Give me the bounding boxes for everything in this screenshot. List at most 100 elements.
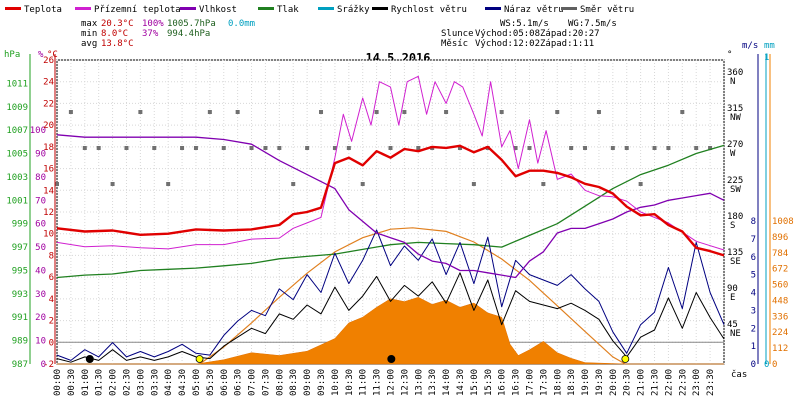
legend-label: Náraz větru (504, 5, 564, 15)
x-tick-label: 07:00 (248, 369, 258, 396)
hpa-tick-label: 995 (12, 266, 28, 276)
x-tick-label: 11:30 (373, 369, 383, 396)
legend: Teplota Přízemní teplota Vlhkost Tlak Srážky… (5, 5, 634, 15)
solar-tick-label: 336 (772, 312, 788, 322)
wind-direction-point (541, 182, 546, 186)
x-tick-label: 20:00 (609, 369, 619, 396)
pct-tick-label: 30 (35, 290, 46, 300)
dir-axis-label: ° (727, 50, 732, 60)
x-tick-label: 06:00 (220, 369, 230, 396)
axes: hPa% °C9879899919939959979991001100310051… (4, 41, 794, 396)
x-tick-label: 22:30 (678, 369, 688, 396)
dir-tick-label: 225 (727, 176, 743, 186)
ms-axis-label: m/s (742, 41, 758, 51)
x-tick-label: 13:00 (414, 369, 424, 396)
x-tick-label: 21:30 (651, 369, 661, 396)
wind-direction-point (610, 146, 615, 150)
moonrise-marker (387, 355, 396, 363)
ms-tick-label: 7 (751, 235, 756, 245)
x-tick-label: 00:00 (53, 369, 63, 396)
pct-tick-label: 70 (35, 196, 46, 206)
wind-direction-point (596, 110, 601, 114)
legend-label: Rychlost větru (391, 5, 467, 15)
wind-direction-point (166, 182, 171, 186)
x-tick-label: 23:30 (706, 369, 716, 396)
mm-axis-label: mm (764, 41, 775, 51)
wind-direction-point (652, 146, 657, 150)
legend-swatch (485, 7, 501, 10)
x-tick-label: 05:30 (206, 369, 216, 396)
stats-value: 20.3°C (101, 19, 134, 29)
wind-direction-point (638, 182, 643, 186)
wind-direction-point (457, 146, 462, 150)
wind-direction-point (624, 146, 629, 150)
sunrise-marker (195, 355, 204, 363)
stats-block: max 20.3°C 100% 1005.7hPa 0.0mm min 8.0°C 37% 99… (81, 19, 617, 49)
stats-value: 8.0°C (101, 29, 128, 39)
dir-tick-name: NE (730, 329, 741, 339)
hpa-tick-label: 1005 (6, 150, 28, 160)
hpa-tick-label: 1003 (6, 173, 28, 183)
wind-direction-point (346, 146, 351, 150)
wind-direction-point (360, 182, 365, 186)
temp-tick-label: -2 (43, 360, 54, 370)
wind-direction-point (68, 110, 73, 114)
x-tick-label: 06:30 (234, 369, 244, 396)
dir-tick-label: 360 (727, 68, 743, 78)
x-tick-label: 10:30 (345, 369, 355, 396)
legend-swatch (5, 7, 21, 10)
wind-direction-point (583, 146, 588, 150)
x-tick-label: 23:00 (692, 369, 702, 396)
x-tick-label: 21:00 (637, 369, 647, 396)
solar-tick-label: 896 (772, 233, 788, 243)
mm-tick-label: 0 (764, 360, 769, 370)
x-tick-label: 09:00 (303, 369, 313, 396)
moon-set: Západ:1:11 (540, 39, 594, 49)
wind-speed-line (56, 272, 725, 363)
pct-tick-label: 40 (35, 266, 46, 276)
wind-direction-point (305, 146, 310, 150)
pressure-line (56, 144, 725, 279)
x-tick-label: 19:00 (581, 369, 591, 396)
x-tick-label: 00:30 (67, 369, 77, 396)
pct-tick-label: 20 (35, 313, 46, 323)
wind-direction-point (180, 146, 185, 150)
plot-area (55, 59, 725, 365)
dir-tick-name: N (730, 77, 735, 87)
legend-swatch (372, 7, 388, 10)
x-tick-label: 18:00 (553, 369, 563, 396)
solar-tick-label: 0 (772, 360, 777, 370)
wind-direction-point (249, 146, 254, 150)
wind-direction-point (96, 146, 101, 150)
wind-direction-point (221, 146, 226, 150)
x-tick-label: 20:30 (623, 369, 633, 396)
ms-tick-label: 2 (751, 324, 756, 334)
x-tick-label: 13:30 (428, 369, 438, 396)
pct-axis-label: % (38, 50, 44, 60)
stats-value: 1005.7hPa (167, 19, 216, 29)
wind-direction-point (374, 110, 379, 114)
x-tick-label: 01:00 (81, 369, 91, 396)
wind-direction-point (471, 182, 476, 186)
wind-direction-point (499, 110, 504, 114)
pct-tick-label: 80 (35, 173, 46, 183)
pct-tick-label: 60 (35, 220, 46, 230)
ms-tick-label: 5 (751, 271, 756, 281)
solar-tick-label: 448 (772, 296, 788, 306)
x-tick-label: 04:00 (164, 369, 174, 396)
legend-label: Směr větru (580, 5, 634, 15)
solar-tick-label: 784 (772, 249, 788, 259)
legend-label: Tlak (277, 5, 299, 15)
wind-direction-point (569, 146, 574, 150)
wind-direction-point (402, 110, 407, 114)
legend-label: Srážky (337, 5, 370, 15)
x-tick-label: 16:30 (512, 369, 522, 396)
legend-label: Vlhkost (199, 5, 237, 15)
ms-tick-label: 8 (751, 217, 756, 227)
x-tick-label: 12:30 (400, 369, 410, 396)
wind-direction-point (319, 110, 324, 114)
wind-direction-point (277, 146, 282, 150)
wind-direction-point (444, 110, 449, 114)
wind-direction-point (291, 182, 296, 186)
wind-direction-point (527, 146, 532, 150)
